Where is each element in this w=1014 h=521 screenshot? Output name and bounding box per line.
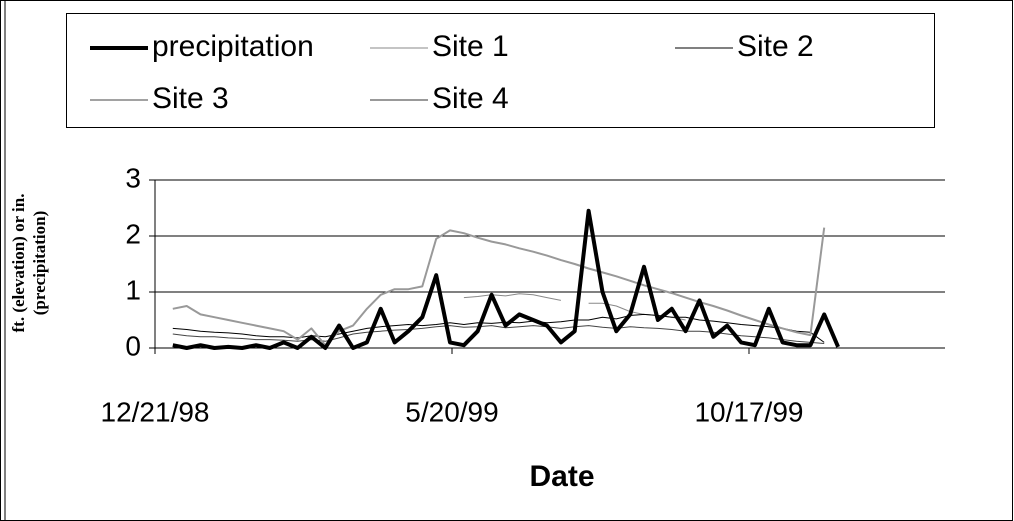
legend-label: Site 2 bbox=[737, 30, 814, 63]
series-line bbox=[172, 227, 826, 347]
x-tick-label: 5/20/99 bbox=[405, 396, 498, 427]
x-tick-label: 10/17/99 bbox=[694, 396, 803, 427]
legend-label: Site 1 bbox=[432, 30, 509, 63]
y-tick-label: 0 bbox=[125, 330, 141, 361]
legend-label: precipitation bbox=[152, 30, 314, 63]
x-tick-label: 12/21/98 bbox=[101, 396, 210, 427]
series-line bbox=[172, 208, 840, 350]
x-axis-title: Date bbox=[529, 460, 594, 493]
y-tick-label: 3 bbox=[125, 162, 141, 193]
y-tick-label: 2 bbox=[125, 218, 141, 249]
y-tick-label: 1 bbox=[125, 274, 141, 305]
series-line bbox=[172, 313, 825, 343]
y-axis-title: ft. (elevation) or in. bbox=[9, 194, 28, 333]
legend bbox=[66, 13, 935, 128]
y-axis-title: (precipitation) bbox=[30, 211, 49, 316]
legend-label: Site 4 bbox=[432, 82, 509, 115]
legend-label: Site 3 bbox=[152, 82, 229, 115]
